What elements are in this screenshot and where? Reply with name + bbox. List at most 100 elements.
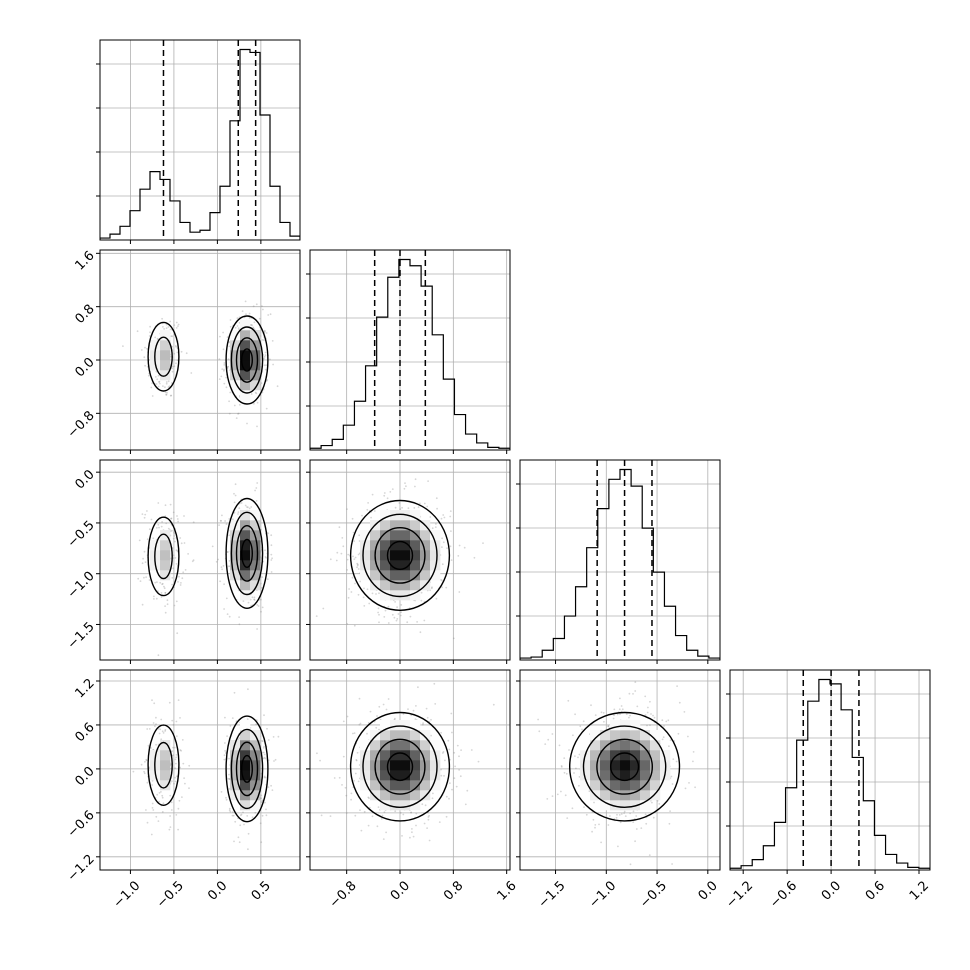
contour-line xyxy=(235,525,259,582)
contour-line xyxy=(240,348,253,372)
density-cell xyxy=(240,800,251,811)
density-cell xyxy=(160,350,171,361)
density-cell xyxy=(610,780,621,791)
density-cell xyxy=(250,510,261,521)
x-tick-label: 0.0 xyxy=(205,878,230,903)
x-tick-label: 0.5 xyxy=(249,878,274,903)
histogram-panel-0 xyxy=(96,39,301,241)
density-cell xyxy=(390,720,401,731)
density-cell xyxy=(410,760,421,771)
density-cell xyxy=(430,760,441,771)
density-cell xyxy=(390,570,401,581)
contour-line xyxy=(374,738,426,795)
density-cell xyxy=(410,730,421,741)
density-cell xyxy=(160,780,171,791)
density-cell xyxy=(230,580,241,591)
density-cell xyxy=(150,540,161,551)
x-tick-label: −1.5 xyxy=(536,878,569,911)
density-cell xyxy=(400,590,411,601)
density-cell xyxy=(250,540,261,551)
contour-line xyxy=(147,724,180,807)
density-cell xyxy=(420,560,431,571)
density-cell xyxy=(600,740,611,751)
density-cell xyxy=(230,340,241,351)
y-tick-label: 0.0 xyxy=(72,355,97,380)
density-cell xyxy=(410,720,421,731)
density-cell xyxy=(360,760,371,771)
density-cell xyxy=(600,770,611,781)
density-cell xyxy=(400,540,411,551)
density-cell xyxy=(150,340,161,351)
panel-frame xyxy=(309,669,511,871)
density-cell xyxy=(390,750,401,761)
contour-line xyxy=(374,527,426,584)
density-cell xyxy=(230,570,241,581)
density-cell xyxy=(400,580,411,591)
density-cell xyxy=(420,530,431,541)
x-tick-label: −1.0 xyxy=(586,878,619,911)
density-cell xyxy=(410,790,421,801)
density-cell xyxy=(360,740,371,751)
scatter-panel-2-0 xyxy=(96,459,301,664)
density-cell xyxy=(370,570,381,581)
density-cell xyxy=(620,780,631,791)
density-cell xyxy=(240,590,251,601)
density-cell xyxy=(160,740,171,751)
density-cell xyxy=(160,750,171,761)
density-cell xyxy=(590,750,601,761)
x-tick-label: −0.6 xyxy=(767,878,800,911)
density-cell xyxy=(640,740,651,751)
density-cell xyxy=(380,530,391,541)
contour-line xyxy=(568,711,681,822)
density-cell xyxy=(620,770,631,781)
density-cell xyxy=(620,730,631,741)
density-cell xyxy=(650,780,661,791)
density-cell xyxy=(580,760,591,771)
panel-frame xyxy=(99,459,301,661)
density-cell xyxy=(360,570,371,581)
density-cell xyxy=(640,730,651,741)
x-tick-label: 0.6 xyxy=(863,878,888,903)
density-cell xyxy=(230,370,241,381)
density-cell xyxy=(230,540,241,551)
density-cell xyxy=(430,740,441,751)
density-cell xyxy=(380,510,391,521)
density-cell xyxy=(230,530,241,541)
density-cell xyxy=(410,800,421,811)
panel-frame xyxy=(519,669,721,871)
contour-line xyxy=(240,538,253,568)
density-cell xyxy=(240,380,251,391)
density-cell xyxy=(400,770,411,781)
density-cell xyxy=(250,330,261,341)
density-cell xyxy=(360,780,371,791)
density-cell xyxy=(380,730,391,741)
density-cell xyxy=(420,570,431,581)
density-cell xyxy=(150,570,161,581)
density-cell xyxy=(400,730,411,741)
density-cell xyxy=(590,780,601,791)
y-tick-label: 0.0 xyxy=(72,467,97,492)
density-cell xyxy=(620,790,631,801)
density-cell xyxy=(240,750,251,761)
density-cell xyxy=(160,770,171,781)
density-cell xyxy=(390,740,401,751)
histogram-panel-1 xyxy=(306,249,511,451)
density-cell xyxy=(370,540,381,551)
density-cell xyxy=(410,750,421,761)
density-cell xyxy=(400,550,411,561)
scatter-panel-1-0 xyxy=(96,249,301,454)
density-cell xyxy=(240,550,251,561)
scatter-panel-3-0 xyxy=(96,669,301,874)
density-cell xyxy=(420,750,431,761)
density-cell xyxy=(400,740,411,751)
density-cell xyxy=(640,800,651,811)
scatter-panel-2-1 xyxy=(306,459,511,664)
density-cell xyxy=(620,800,631,811)
contour-line xyxy=(386,540,414,570)
density-cell xyxy=(600,800,611,811)
density-cell xyxy=(380,750,391,761)
density-cell xyxy=(250,760,261,771)
density-cell xyxy=(660,750,671,761)
density-cell xyxy=(250,550,261,561)
histogram-line xyxy=(730,678,930,870)
